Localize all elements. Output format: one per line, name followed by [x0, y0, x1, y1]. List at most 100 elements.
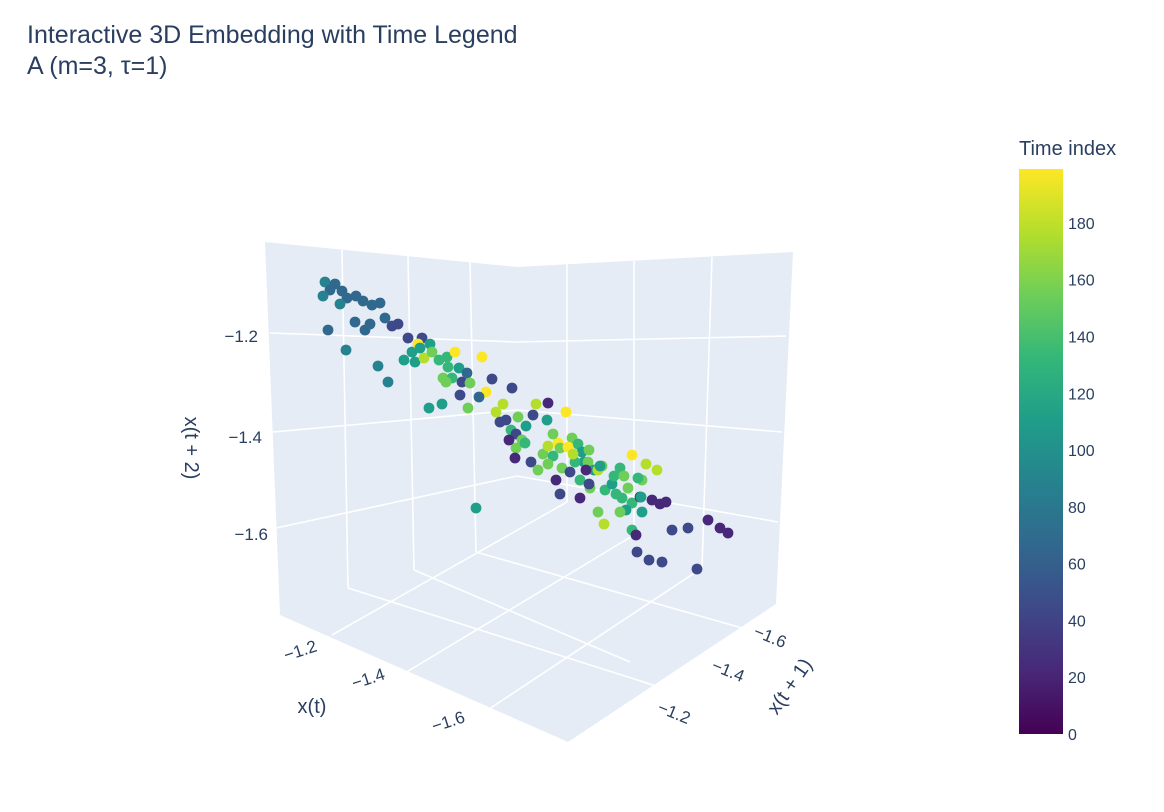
- data-point[interactable]: [409, 356, 421, 368]
- data-point[interactable]: [398, 354, 410, 366]
- data-point[interactable]: [614, 506, 626, 518]
- data-point[interactable]: [618, 470, 630, 482]
- data-point[interactable]: [547, 450, 559, 462]
- data-point[interactable]: [537, 448, 549, 460]
- data-point[interactable]: [372, 360, 384, 372]
- data-point[interactable]: [554, 442, 566, 454]
- data-point[interactable]: [519, 437, 531, 449]
- data-point[interactable]: [583, 444, 595, 456]
- point-cloud[interactable]: [317, 276, 734, 575]
- data-point[interactable]: [454, 389, 466, 401]
- data-point[interactable]: [441, 351, 453, 363]
- data-point[interactable]: [510, 442, 522, 454]
- data-point[interactable]: [592, 506, 604, 518]
- data-point[interactable]: [340, 344, 352, 356]
- data-point[interactable]: [442, 361, 454, 373]
- data-point[interactable]: [594, 460, 606, 472]
- data-point[interactable]: [547, 428, 559, 440]
- data-point[interactable]: [470, 502, 482, 514]
- data-point[interactable]: [574, 492, 586, 504]
- data-point[interactable]: [382, 376, 394, 388]
- data-point[interactable]: [636, 506, 648, 518]
- data-point[interactable]: [631, 546, 643, 558]
- data-point[interactable]: [564, 466, 576, 478]
- data-point[interactable]: [464, 377, 476, 389]
- data-point[interactable]: [640, 458, 652, 470]
- data-point[interactable]: [651, 464, 663, 476]
- data-point[interactable]: [622, 482, 634, 494]
- data-point[interactable]: [567, 448, 579, 460]
- data-point[interactable]: [449, 346, 461, 358]
- data-point[interactable]: [599, 484, 611, 496]
- data-point[interactable]: [322, 324, 334, 336]
- data-point[interactable]: [626, 449, 638, 461]
- data-point[interactable]: [530, 398, 542, 410]
- data-point[interactable]: [554, 488, 566, 500]
- data-point[interactable]: [406, 346, 418, 358]
- data-point[interactable]: [319, 276, 331, 288]
- data-point[interactable]: [461, 367, 473, 379]
- data-point[interactable]: [532, 464, 544, 476]
- data-point[interactable]: [702, 514, 714, 526]
- data-point[interactable]: [364, 318, 376, 330]
- data-point[interactable]: [542, 440, 554, 452]
- data-point[interactable]: [392, 318, 404, 330]
- data-point[interactable]: [329, 278, 341, 290]
- data-point[interactable]: [527, 409, 539, 421]
- data-point[interactable]: [423, 402, 435, 414]
- data-point[interactable]: [317, 290, 329, 302]
- data-point[interactable]: [580, 464, 592, 476]
- data-point[interactable]: [497, 398, 509, 410]
- data-point[interactable]: [520, 420, 532, 432]
- data-point[interactable]: [440, 376, 452, 388]
- data-point[interactable]: [334, 298, 346, 310]
- data-point[interactable]: [506, 382, 518, 394]
- data-point[interactable]: [691, 563, 703, 575]
- data-point[interactable]: [456, 376, 468, 388]
- data-point[interactable]: [550, 474, 562, 486]
- data-point[interactable]: [682, 522, 694, 534]
- data-point[interactable]: [572, 438, 584, 450]
- data-point[interactable]: [402, 332, 414, 344]
- data-point[interactable]: [542, 397, 554, 409]
- data-point[interactable]: [630, 529, 642, 541]
- data-point[interactable]: [556, 462, 568, 474]
- data-point[interactable]: [374, 297, 386, 309]
- data-point[interactable]: [426, 346, 438, 358]
- data-point[interactable]: [598, 518, 610, 530]
- data-point[interactable]: [525, 456, 537, 468]
- data-point[interactable]: [494, 416, 506, 428]
- data-point[interactable]: [666, 524, 678, 536]
- data-point[interactable]: [714, 522, 726, 534]
- data-point[interactable]: [453, 362, 465, 374]
- data-point[interactable]: [436, 398, 448, 410]
- data-point[interactable]: [503, 434, 515, 446]
- data-point[interactable]: [656, 556, 668, 568]
- data-point[interactable]: [616, 492, 628, 504]
- data-point[interactable]: [541, 414, 553, 426]
- data-point[interactable]: [608, 470, 620, 482]
- data-point[interactable]: [509, 452, 521, 464]
- data-point[interactable]: [542, 458, 554, 470]
- data-point[interactable]: [379, 312, 391, 324]
- data-point[interactable]: [660, 496, 672, 508]
- data-point[interactable]: [614, 462, 626, 474]
- data-point[interactable]: [341, 292, 353, 304]
- data-point[interactable]: [643, 554, 655, 566]
- data-point[interactable]: [560, 406, 572, 418]
- data-point[interactable]: [486, 373, 498, 385]
- data-point[interactable]: [632, 472, 644, 484]
- data-point[interactable]: [473, 391, 485, 403]
- data-point[interactable]: [357, 295, 369, 307]
- data-point[interactable]: [512, 411, 524, 423]
- data-point[interactable]: [626, 497, 638, 509]
- data-point[interactable]: [574, 474, 586, 486]
- data-point[interactable]: [476, 351, 488, 363]
- data-point[interactable]: [462, 402, 474, 414]
- data-point[interactable]: [583, 478, 595, 490]
- data-point[interactable]: [490, 406, 502, 418]
- data-point[interactable]: [414, 342, 426, 354]
- data-point[interactable]: [635, 491, 647, 503]
- data-point[interactable]: [646, 494, 658, 506]
